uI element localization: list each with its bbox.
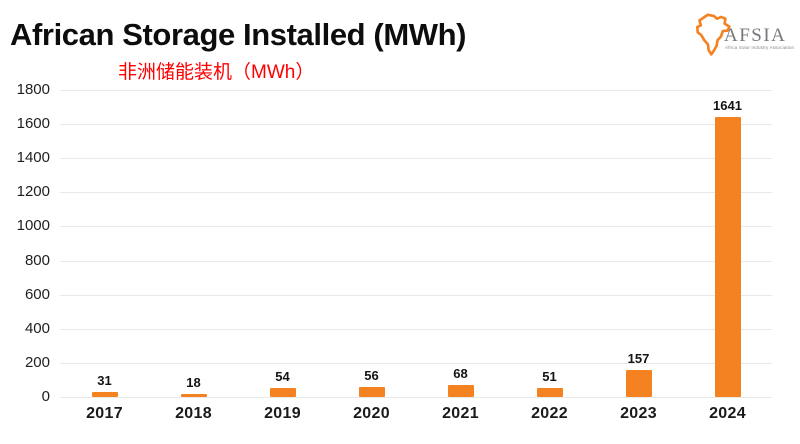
bar-value-label: 54 xyxy=(275,368,290,384)
logo-tagline: Africa Solar Industry Association xyxy=(725,45,795,50)
gridline xyxy=(60,362,772,364)
bar-2018 xyxy=(180,393,207,397)
y-axis: 0 200 400 600 800 1000 1200 1400 1600 1800 xyxy=(0,81,50,405)
bar-value-label: 157 xyxy=(627,351,650,367)
bar-chart-plot-area: 31 2017 18 2018 54 2019 56 2020 68 2021 51 2022 157 2… xyxy=(60,90,772,422)
bar-2022 xyxy=(536,388,563,397)
bar-value-label: 51 xyxy=(542,369,557,385)
y-axis-tick-label: 800 xyxy=(24,251,50,269)
gridline xyxy=(60,192,772,194)
y-axis-tick-label: 200 xyxy=(24,353,50,371)
y-axis-tick-label: 400 xyxy=(24,319,50,337)
bar-2017 xyxy=(91,391,118,397)
x-axis-label-2021: 2021 xyxy=(442,405,479,422)
gridline xyxy=(60,158,772,160)
chart-subtitle-chinese: 非洲储能装机（MWh） xyxy=(118,62,315,83)
y-axis-tick-label: 1000 xyxy=(16,217,50,235)
logo-wordmark: AFSIA xyxy=(724,25,787,46)
gridline xyxy=(60,226,772,228)
y-axis-tick-label: 0 xyxy=(41,388,50,405)
gridline xyxy=(60,124,772,126)
x-axis-label-2023: 2023 xyxy=(620,405,657,422)
gridline xyxy=(60,397,772,398)
gridline xyxy=(60,294,772,296)
x-axis-label-2024: 2024 xyxy=(709,405,746,422)
y-axis-tick-label: 1600 xyxy=(16,115,50,133)
chart-title: African Storage Installed (MWh) xyxy=(10,17,467,52)
bar-2020 xyxy=(358,387,385,397)
y-axis-tick-label: 1800 xyxy=(16,81,50,98)
bar-2019 xyxy=(269,387,296,397)
y-axis-tick-label: 600 xyxy=(24,285,50,303)
bar-value-label: 18 xyxy=(186,374,201,390)
x-axis-label-2017: 2017 xyxy=(86,405,123,422)
y-axis-tick-label: 1400 xyxy=(16,149,50,167)
afsia-logo: AFSIA Africa Solar Industry Association xyxy=(692,12,794,60)
bar-2021 xyxy=(447,385,474,397)
africa-map-icon xyxy=(695,13,731,56)
bar-2023 xyxy=(625,370,652,397)
bar-value-label: 68 xyxy=(453,366,468,382)
gridline xyxy=(60,90,772,91)
y-axis-tick-label: 1200 xyxy=(16,183,50,201)
x-axis-label-2019: 2019 xyxy=(264,405,301,422)
bar-2024 xyxy=(714,117,741,397)
x-axis-label-2020: 2020 xyxy=(353,405,390,422)
bar-value-label: 1641 xyxy=(713,98,742,114)
bar-value-label: 56 xyxy=(364,368,379,384)
x-axis-label-2018: 2018 xyxy=(175,405,212,422)
gridline xyxy=(60,260,772,262)
x-axis-label-2022: 2022 xyxy=(531,405,568,422)
gridline xyxy=(60,328,772,330)
bar-value-label: 31 xyxy=(97,372,112,388)
